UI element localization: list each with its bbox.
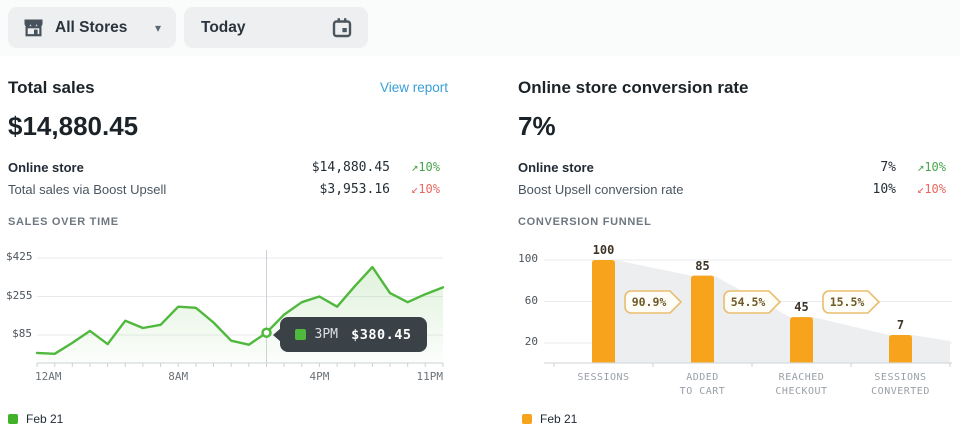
calendar-icon [332,17,352,37]
sales-metric-rows: Online store $14,880.45 ↗10% Total sales vi… [8,156,448,200]
sales-over-time-chart: 3PM $380.45 $85 $255 $425 12AM 8AM 4PM 11PM [6,246,456,396]
sales-over-time-label: SALES OVER TIME [8,216,119,228]
funnel-bar [691,275,714,363]
metric-value: $14,880.45 [311,159,390,175]
category-label: SESSIONS [577,372,630,383]
sales-line [35,265,445,355]
y-axis-label: 20 [524,335,538,348]
x-axis-label: 4PM [309,370,330,383]
metric-row: Online store $14,880.45 ↗10% [8,156,448,178]
legend-swatch [8,414,18,424]
y-axis-label: $255 [6,288,33,302]
metric-label: Boost Upsell conversion rate [518,181,684,197]
conversion-rate-panel: Online store conversion rate 7% Online s… [518,70,954,228]
metric-label: Total sales via Boost Upsell [8,181,167,197]
conversion-badge-label: 54.5% [731,295,766,309]
hover-point [261,327,272,338]
conversion-rate-title: Online store conversion rate [518,78,749,97]
bar-value-label: 45 [794,300,809,315]
funnel-bar [889,335,912,363]
store-selector[interactable]: All Stores ▾ [8,7,176,48]
conversion-badge [723,290,782,314]
legend-swatch [522,414,532,424]
legend-label: Feb 21 [26,412,64,426]
funnel-bar [592,260,615,363]
bar-value-label: 100 [592,243,615,257]
metric-label: Online store [518,159,594,175]
metric-delta: ↙10% [917,182,946,196]
funnel-bar [790,317,813,363]
storefront-icon [24,19,43,37]
legend-label: Feb 21 [540,412,578,426]
y-axis-label: $85 [12,327,32,340]
category-label: SESSIONS CONVERTED [871,372,930,397]
bar-value-label: 85 [695,258,710,273]
date-selector[interactable]: Today [184,7,368,48]
metric-value: $3,953.16 [319,181,390,197]
store-selector-label: All Stores [55,18,128,36]
funnel-plot: 90.9% 54.5% 15.5% [544,259,952,367]
metric-delta: ↙10% [411,182,440,196]
total-sales-title: Total sales [8,78,95,97]
metric-value: 10% [872,181,896,197]
sales-legend: Feb 21 [8,412,63,426]
panel-head: Total sales View report [8,78,448,98]
metric-row: Online store 7% ↗10% [518,156,954,178]
x-axis-label: 11PM [416,370,444,383]
funnel-legend: Feb 21 [522,412,577,426]
conversion-badge [822,290,881,314]
conversion-badge-label: 15.5% [830,295,865,309]
metric-value: 7% [880,159,896,175]
view-report-link[interactable]: View report [379,80,448,95]
series-swatch [294,329,306,340]
chevron-down-icon: ▾ [154,20,161,35]
conversion-rate-value: 7% [518,111,556,141]
y-axis-label: $425 [6,250,33,263]
tooltip-time: 3PM [314,327,338,342]
bar-value-label: 7 [896,318,905,332]
y-axis-label: 60 [524,293,538,307]
tooltip-value: $380.45 [351,326,412,343]
metric-delta: ↗10% [411,160,440,174]
date-selector-label: Today [201,18,246,36]
metric-row: Boost Upsell conversion rate 10% ↙10% [518,178,954,200]
metric-delta: ↗10% [917,160,946,174]
conversion-badge-label: 90.9% [632,295,667,309]
conversion-funnel-label: CONVERSION FUNNEL [518,216,652,228]
conversion-metric-rows: Online store 7% ↗10% Boost Upsell conversio… [518,156,954,200]
category-label: REACHED CHECKOUT [775,372,828,397]
category-label: ADDED TO CART [679,372,726,397]
total-sales-panel: Total sales View report $14,880.45 Onlin… [8,70,448,228]
metric-label: Online store [8,159,84,175]
panel-head: Online store conversion rate [518,78,954,98]
x-axis-label: 8AM [168,370,189,383]
topbar: All Stores ▾ Today [0,0,960,56]
metric-row: Total sales via Boost Upsell $3,953.16 ↙10… [8,178,448,200]
x-axis-label: 12AM [35,370,62,383]
conversion-badge [624,290,683,314]
total-sales-value: $14,880.45 [8,111,139,141]
chart-tooltip: 3PM $380.45 [272,317,427,352]
y-axis-label: 100 [518,252,538,265]
conversion-funnel-chart: 20 60 100 90.9% 54.5% 15.5% 100 85 45 7 SESSIONS AD… [518,243,960,416]
